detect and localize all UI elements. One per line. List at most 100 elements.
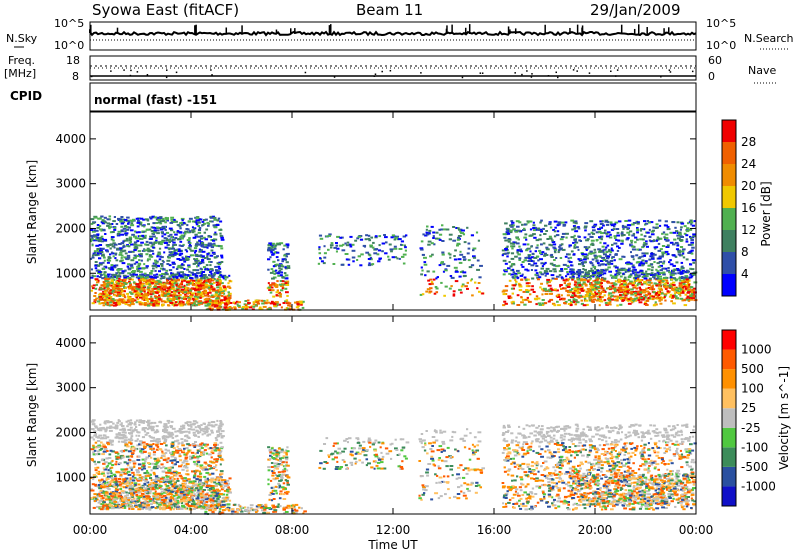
echo-cell bbox=[646, 283, 649, 286]
echo-cell bbox=[431, 282, 434, 285]
echo-cell bbox=[501, 290, 506, 293]
echo-cell bbox=[219, 470, 224, 473]
echo-cell bbox=[203, 291, 208, 294]
echo-cell bbox=[182, 221, 186, 224]
echo-cell bbox=[148, 241, 153, 244]
echo-cell bbox=[117, 271, 120, 274]
echo-cell bbox=[140, 288, 143, 291]
echo-cell bbox=[627, 278, 630, 281]
echo-cell bbox=[610, 282, 614, 285]
echo-cell bbox=[559, 284, 563, 286]
echo-cell bbox=[175, 268, 179, 270]
echo-cell bbox=[275, 285, 279, 288]
echo-cell bbox=[115, 285, 120, 287]
echo-cell bbox=[383, 234, 386, 236]
echo-cell bbox=[200, 272, 203, 275]
echo-cell bbox=[468, 266, 473, 269]
echo-cell bbox=[134, 246, 139, 249]
echo-cell bbox=[508, 279, 512, 282]
echo-cell bbox=[276, 289, 279, 292]
echo-cell bbox=[124, 269, 127, 272]
echo-cell bbox=[299, 302, 304, 305]
echo-cell bbox=[676, 269, 681, 272]
echo-cell bbox=[650, 233, 655, 236]
echo-cell bbox=[603, 242, 607, 245]
echo-cell bbox=[627, 269, 630, 272]
echo-cell bbox=[93, 239, 97, 242]
echo-cell bbox=[623, 276, 627, 279]
echo-cell bbox=[138, 283, 143, 286]
echo-cell bbox=[94, 261, 98, 263]
echo-cell bbox=[180, 301, 184, 304]
echo-cell bbox=[154, 241, 158, 244]
echo-cell bbox=[285, 291, 289, 294]
echo-cell bbox=[99, 228, 103, 231]
echo-cell bbox=[108, 453, 112, 456]
echo-cell bbox=[166, 295, 170, 298]
echo-cell bbox=[606, 302, 611, 305]
echo-cell bbox=[445, 228, 450, 231]
echo-cell bbox=[194, 251, 197, 254]
echo-cell bbox=[170, 287, 175, 290]
nave-tick-bottom: 0 bbox=[708, 70, 715, 83]
echo-cell bbox=[136, 298, 140, 301]
echo-cell bbox=[620, 232, 624, 235]
echo-cell bbox=[552, 268, 557, 271]
echo-cell bbox=[192, 284, 196, 287]
echo-cell bbox=[577, 248, 580, 251]
echo-cell bbox=[112, 283, 115, 286]
echo-cell bbox=[509, 265, 513, 268]
echo-cell bbox=[220, 261, 224, 263]
echo-cell bbox=[432, 235, 435, 238]
echo-cell bbox=[282, 248, 285, 251]
echo-cell bbox=[237, 301, 241, 304]
echo-cell bbox=[130, 222, 134, 225]
echo-cell bbox=[670, 278, 674, 281]
echo-cell bbox=[544, 224, 548, 227]
echo-cell bbox=[111, 288, 116, 291]
echo-cell bbox=[196, 283, 201, 286]
echo-cell bbox=[213, 294, 217, 297]
echo-cell bbox=[155, 222, 159, 224]
echo-cell bbox=[440, 262, 443, 265]
echo-cell bbox=[679, 271, 683, 274]
echo-cell bbox=[193, 258, 196, 260]
echo-cell bbox=[593, 248, 597, 251]
echo-cell bbox=[640, 233, 643, 236]
echo-cell bbox=[279, 242, 284, 245]
echo-cell bbox=[344, 253, 349, 255]
echo-cell bbox=[98, 262, 103, 265]
echo-cell bbox=[181, 461, 185, 464]
echo-cell bbox=[593, 254, 597, 257]
echo-cell bbox=[325, 235, 328, 238]
echo-cell bbox=[98, 293, 102, 296]
echo-cell bbox=[664, 220, 668, 223]
echo-cell bbox=[610, 247, 613, 250]
echo-cell bbox=[606, 244, 610, 247]
echo-cell bbox=[219, 263, 222, 265]
echo-cell bbox=[210, 456, 213, 459]
echo-cell bbox=[214, 304, 217, 307]
echo-cell bbox=[578, 271, 582, 273]
echo-cell bbox=[692, 233, 696, 236]
echo-cell bbox=[98, 240, 102, 243]
echo-cell bbox=[669, 263, 674, 266]
echo-cell bbox=[643, 235, 647, 238]
echo-cell bbox=[138, 302, 142, 305]
echo-cell bbox=[664, 224, 669, 227]
echo-cell bbox=[541, 299, 545, 301]
echo-cell bbox=[648, 284, 651, 287]
echo-cell bbox=[150, 301, 153, 304]
echo-cell bbox=[106, 222, 111, 225]
echo-cell bbox=[158, 241, 162, 244]
echo-cell bbox=[133, 288, 137, 291]
echo-cell bbox=[161, 232, 164, 235]
freq-point bbox=[531, 73, 533, 75]
echo-cell bbox=[102, 283, 107, 286]
echo-cell bbox=[254, 304, 258, 306]
echo-cell bbox=[127, 295, 130, 298]
echo-cell bbox=[192, 236, 197, 239]
echo-cell bbox=[566, 291, 570, 294]
echo-cell bbox=[110, 472, 113, 475]
